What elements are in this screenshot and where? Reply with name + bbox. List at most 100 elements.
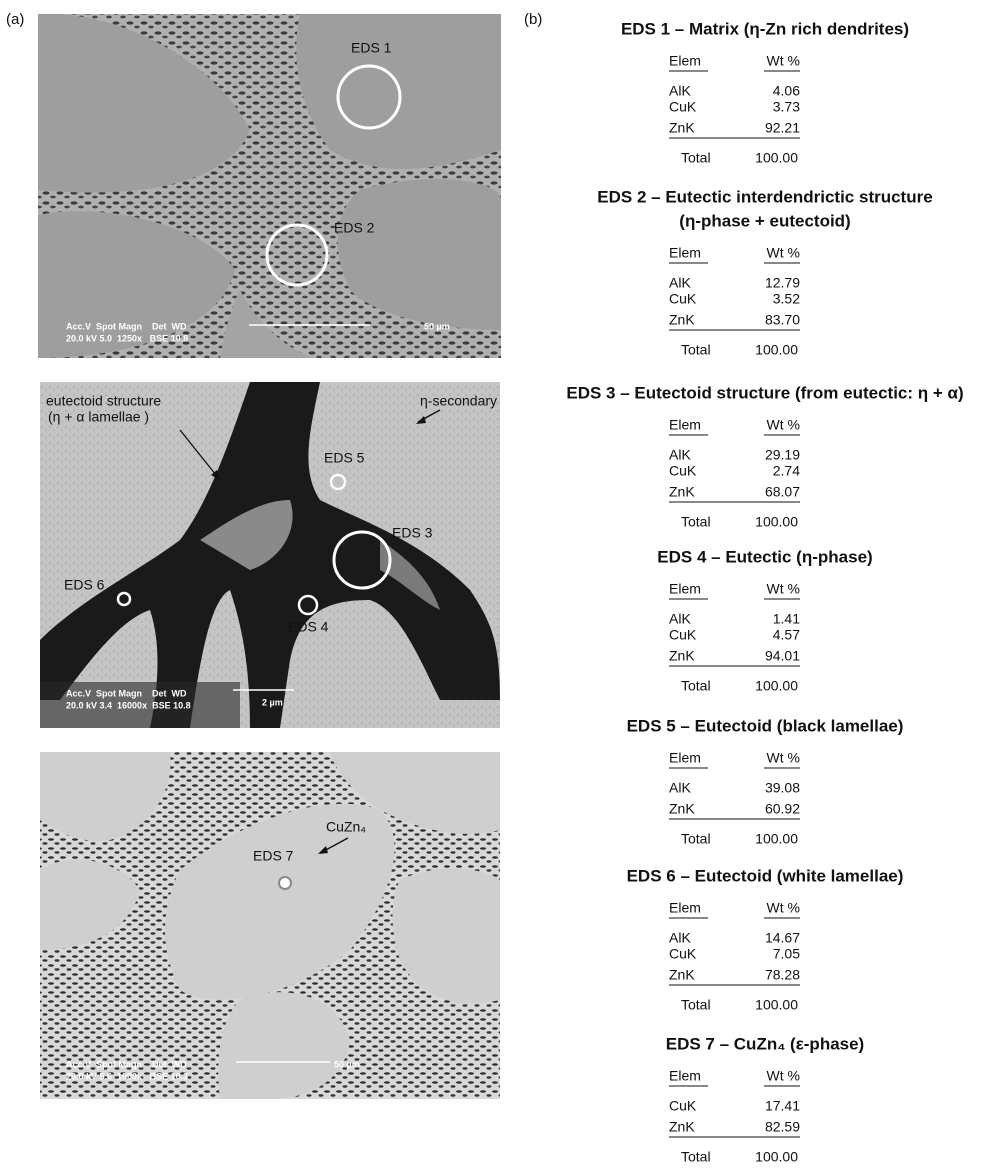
table-title: EDS 6 – Eutectoid (white lamellae) [627,866,904,885]
table-header: Wt % [767,581,800,597]
table-header: Elem [669,245,701,261]
table-cell: 17.41 [765,1098,800,1114]
table-cell: CuK [669,946,697,962]
table-cell: AlK [669,83,691,99]
table-total: Total [681,1149,711,1165]
image-label: (η + α lamellae ) [48,409,149,425]
table-cell: 39.08 [765,780,800,796]
image-label: EDS 1 [351,40,392,56]
table-header: Elem [669,900,701,916]
table-title: EDS 4 – Eutectic (η-phase) [657,547,872,566]
scale-bar-label: 50 µm [424,321,450,331]
table-total: Total [681,342,711,358]
table-cell: CuK [669,1098,697,1114]
micrograph: CuZn₄ EDS 7 Acc.V Spot Magn Det WD 20.0 … [40,752,500,1099]
table-header: Wt % [767,900,800,916]
page: { "panel_labels": {"a": "(a)", "b": "(b)… [0,0,1001,1169]
table-total: 100.00 [755,1149,798,1165]
table-header: Wt % [767,750,800,766]
table-cell: ZnK [669,967,695,983]
image-info: 20.0 kV 3.4 16000x BSE 10.8 [66,700,191,710]
table-cell: AlK [669,780,691,796]
table-cell: AlK [669,447,691,463]
table-title: (η-phase + eutectoid) [679,211,850,230]
micrograph: eutectoid structure (η + α lamellae ) η-… [40,382,500,728]
image-label: EDS 7 [253,848,294,864]
table-cell: 4.06 [773,83,800,99]
table-cell: 94.01 [765,648,800,664]
table-cell: AlK [669,611,691,627]
table-cell: ZnK [669,801,695,817]
micrograph: EDS 1 EDS 2 Acc.V Spot Magn Det WD 20.0 … [38,14,501,358]
table-cell: 78.28 [765,967,800,983]
image-info: 20.0 kV 5.0 1250x BSE 10.8 [66,333,188,343]
table-cell: 3.73 [773,99,800,115]
image-info: 20.0 kV 5.6 1000x BSE 10.3 [66,1071,188,1081]
table-cell: 60.92 [765,801,800,817]
table-cell: ZnK [669,120,695,136]
image-info: Acc.V Spot Magn Det WD [66,321,187,331]
table-cell: 29.19 [765,447,800,463]
table-title: EDS 3 – Eutectoid structure (from eutect… [566,383,963,402]
table-cell: ZnK [669,312,695,328]
image-label: EDS 6 [64,577,105,593]
image-label: η-secondary [420,393,497,409]
table-title: EDS 7 – CuZn₄ (ε-phase) [666,1034,864,1053]
image-label: EDS 5 [324,450,365,466]
figure: (a) (b) EDS 1 EDS 2 Acc.V Spot Magn Det … [0,0,1001,1169]
table-cell: ZnK [669,648,695,664]
image-label: eutectoid structure [46,393,161,409]
table-total: 100.00 [755,997,798,1013]
table-total: 100.00 [755,514,798,530]
table-header: Elem [669,581,701,597]
table-cell: CuK [669,99,697,115]
table-total: Total [681,514,711,530]
image-info: Acc.V Spot Magn Det WD [66,1059,187,1069]
scale-bar-label: 50 µm [334,1059,360,1069]
table-cell: 68.07 [765,484,800,500]
table-cell: ZnK [669,484,695,500]
image-label: EDS 2 [334,220,375,236]
table-cell: CuK [669,291,697,307]
table-cell: CuK [669,463,697,479]
table-cell: AlK [669,930,691,946]
table-title: EDS 1 – Matrix (η-Zn rich dendrites) [621,19,909,38]
table-cell: 4.57 [773,627,800,643]
table-cell: 2.74 [773,463,800,479]
table-header: Wt % [767,1068,800,1084]
table-cell: ZnK [669,1119,695,1135]
table-total: Total [681,831,711,847]
table-cell: 92.21 [765,120,800,136]
table-cell: 14.67 [765,930,800,946]
table-total: 100.00 [755,342,798,358]
table-cell: 7.05 [773,946,800,962]
table-cell: 82.59 [765,1119,800,1135]
image-label: CuZn₄ [326,819,366,835]
panel-label: (a) [6,11,24,28]
table-header: Wt % [767,245,800,261]
table-total: 100.00 [755,150,798,166]
table-cell: 1.41 [773,611,800,627]
table-title: EDS 2 – Eutectic interdendrictic structu… [597,187,932,206]
table-cell: AlK [669,275,691,291]
table-cell: 83.70 [765,312,800,328]
table-header: Elem [669,1068,701,1084]
table-header: Elem [669,53,701,69]
image-info: Acc.V Spot Magn Det WD [66,688,187,698]
table-total: Total [681,997,711,1013]
table-total: Total [681,150,711,166]
table-header: Elem [669,750,701,766]
eds-tables: EDS 1 – Matrix (η-Zn rich dendrites) Elem… [566,19,963,1164]
table-total: 100.00 [755,831,798,847]
table-cell: 3.52 [773,291,800,307]
table-header: Wt % [767,53,800,69]
table-total: 100.00 [755,678,798,694]
table-header: Elem [669,417,701,433]
panel-label: (b) [524,11,542,28]
table-header: Wt % [767,417,800,433]
table-title: EDS 5 – Eutectoid (black lamellae) [627,716,904,735]
table-cell: CuK [669,627,697,643]
image-label: EDS 3 [392,525,433,541]
table-cell: 12.79 [765,275,800,291]
table-total: Total [681,678,711,694]
